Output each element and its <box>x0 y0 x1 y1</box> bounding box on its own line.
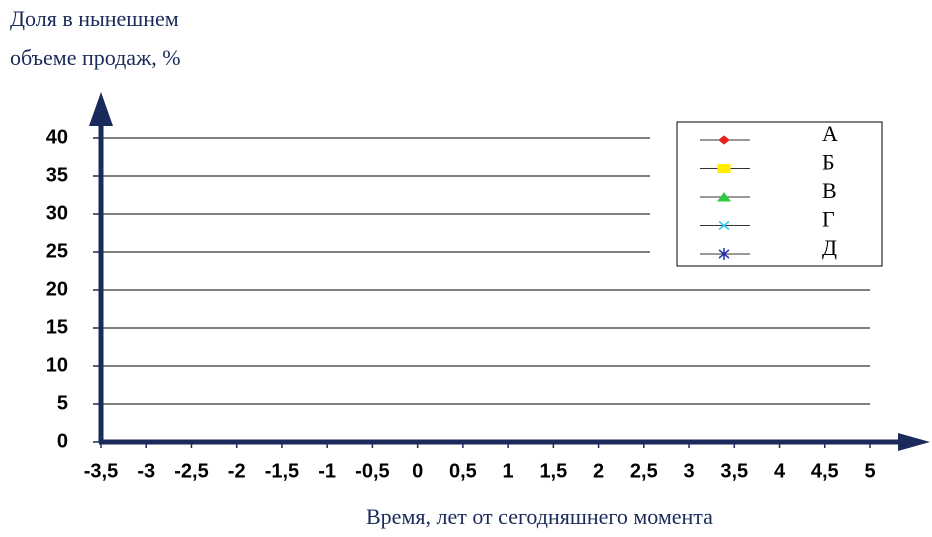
x-axis-label: Время, лет от сегодняшнего момента <box>366 504 713 529</box>
legend-marker <box>718 220 730 231</box>
x-tick-label: 5 <box>864 460 875 482</box>
legend-label: Д <box>822 235 837 260</box>
y-tick-label: 20 <box>46 278 68 300</box>
x-tick-label: 3 <box>683 460 694 482</box>
legend-label: Г <box>822 207 835 232</box>
x-tick-label: -3 <box>137 460 155 482</box>
y-tick-label: 0 <box>57 430 68 452</box>
legend-marker <box>718 135 730 145</box>
x-tick-label: -3,5 <box>84 460 118 482</box>
x-tick-label: -0,5 <box>355 460 389 482</box>
legend-marker <box>717 192 731 202</box>
legend-marker <box>717 164 731 173</box>
x-tick-label: 0 <box>412 460 423 482</box>
x-tick-label: 4 <box>774 460 786 482</box>
x-tick-label: 1,5 <box>539 460 567 482</box>
y-axis-label: объеме продаж, % <box>10 45 181 70</box>
x-tick-label: -1 <box>318 460 336 482</box>
y-tick-label: 35 <box>46 164 68 186</box>
x-tick-label: 4,5 <box>811 460 839 482</box>
x-tick-label: -2,5 <box>174 460 208 482</box>
x-tick-label: -2 <box>228 460 246 482</box>
legend-label: В <box>822 178 837 203</box>
x-tick-label: -1,5 <box>265 460 299 482</box>
y-axis-label: Доля в нынешнем <box>10 6 179 31</box>
legend-label: А <box>822 121 838 146</box>
y-tick-label: 10 <box>46 354 68 376</box>
legend-box <box>676 121 883 267</box>
x-tick-label: 0,5 <box>449 460 477 482</box>
y-axis-arrow <box>89 92 113 126</box>
y-tick-label: 5 <box>57 392 68 414</box>
legend-marker <box>718 248 730 260</box>
x-axis-arrow <box>898 433 930 451</box>
y-tick-label: 25 <box>46 240 68 262</box>
y-tick-label: 15 <box>46 316 68 338</box>
y-tick-label: 30 <box>46 202 68 224</box>
y-tick-label: 40 <box>46 126 68 148</box>
x-tick-label: 3,5 <box>720 460 748 482</box>
x-tick-label: 2 <box>593 460 604 482</box>
legend-label: Б <box>822 150 835 175</box>
x-tick-label: 1 <box>503 460 514 482</box>
x-tick-label: 2,5 <box>630 460 658 482</box>
